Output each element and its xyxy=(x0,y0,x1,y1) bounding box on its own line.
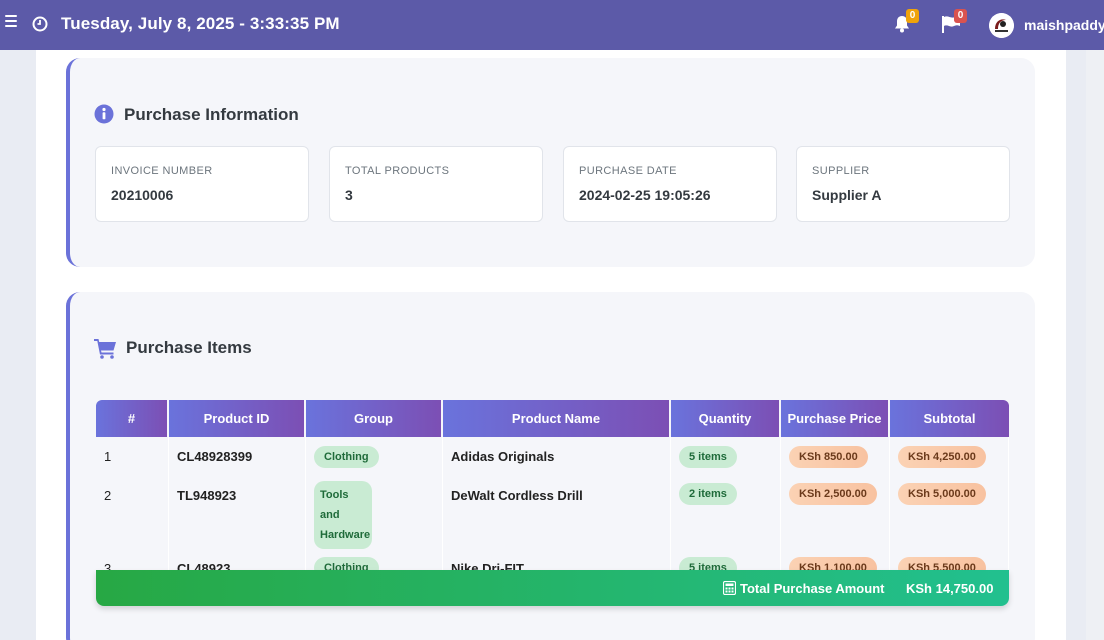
row-number: 2 xyxy=(96,476,169,549)
row-number: 1 xyxy=(96,437,169,476)
column-header-quantity[interactable]: Quantity xyxy=(671,400,781,437)
group-badge: Tools and Hardware xyxy=(314,481,372,549)
group-badge: Clothing xyxy=(314,445,379,468)
total-purchase-bar: Total Purchase Amount KSh 14,750.00 xyxy=(96,570,1009,606)
subtotal-cell: KSh 4,250.00 xyxy=(890,437,1009,476)
bell-icon[interactable] xyxy=(892,14,912,34)
price-badge: KSh 850.00 xyxy=(789,445,868,468)
column-header-group[interactable]: Group xyxy=(306,400,443,437)
purchase-date-label: PURCHASE DATE xyxy=(579,165,677,177)
column-header-product-name[interactable]: Product Name xyxy=(443,400,671,437)
top-navbar: Tuesday, July 8, 2025 - 3:33:35 PM 0 0 m… xyxy=(0,0,1104,50)
product-id: CL48928399 xyxy=(169,437,306,476)
invoice-number-value: 20210006 xyxy=(111,187,174,203)
subtotal-cell: KSh 5,000.00 xyxy=(890,476,1009,549)
table-row[interactable]: 2 TL948923 Tools and Hardware DeWalt Cor… xyxy=(96,476,1009,549)
price-cell: KSh 2,500.00 xyxy=(781,476,890,549)
right-gutter xyxy=(1086,50,1104,640)
supplier-label: SUPPLIER xyxy=(812,165,870,177)
product-name: DeWalt Cordless Drill xyxy=(443,476,671,549)
subtotal-badge: KSh 4,250.00 xyxy=(898,445,986,468)
cart-icon xyxy=(94,339,116,359)
avatar[interactable] xyxy=(989,13,1014,38)
price-badge: KSh 2,500.00 xyxy=(789,483,877,505)
table-header-row: # Product ID Group Product Name Quantity… xyxy=(96,400,1009,437)
product-name: Adidas Originals xyxy=(443,437,671,476)
total-purchase-value: KSh 14,750.00 xyxy=(906,581,994,596)
info-icon xyxy=(94,104,114,124)
purchase-items-title: Purchase Items xyxy=(126,338,252,357)
quantity-cell: 5 items xyxy=(671,437,781,476)
purchase-information-title: Purchase Information xyxy=(124,105,299,124)
column-header-number[interactable]: # xyxy=(96,400,169,437)
menu-icon[interactable] xyxy=(5,15,17,29)
group-cell: Tools and Hardware xyxy=(306,476,443,549)
price-cell: KSh 850.00 xyxy=(781,437,890,476)
column-header-purchase-price[interactable]: Purchase Price xyxy=(781,400,890,437)
supplier-value: Supplier A xyxy=(812,187,882,203)
clock-icon xyxy=(32,16,48,32)
current-datetime: Tuesday, July 8, 2025 - 3:33:35 PM xyxy=(61,14,340,33)
subtotal-badge: KSh 5,000.00 xyxy=(898,483,986,505)
column-header-subtotal[interactable]: Subtotal xyxy=(890,400,1009,437)
quantity-cell: 2 items xyxy=(671,476,781,549)
quantity-badge: 2 items xyxy=(679,483,737,505)
total-purchase-label: Total Purchase Amount xyxy=(740,581,885,596)
calculator-icon xyxy=(723,581,736,595)
total-products-label: TOTAL PRODUCTS xyxy=(345,165,450,177)
invoice-number-box: INVOICE NUMBER 20210006 xyxy=(95,146,309,222)
group-cell: Clothing xyxy=(306,437,443,476)
column-header-product-id[interactable]: Product ID xyxy=(169,400,306,437)
purchase-date-value: 2024-02-25 19:05:26 xyxy=(579,187,711,203)
notifications-badge: 0 xyxy=(906,9,919,23)
supplier-box: SUPPLIER Supplier A xyxy=(796,146,1010,222)
product-id: TL948923 xyxy=(169,476,306,549)
messages-badge: 0 xyxy=(954,9,967,23)
table-row[interactable]: 1 CL48928399 Clothing Adidas Originals 5… xyxy=(96,437,1009,476)
quantity-badge: 5 items xyxy=(679,445,737,468)
invoice-number-label: INVOICE NUMBER xyxy=(111,165,213,177)
purchase-items-table: # Product ID Group Product Name Quantity… xyxy=(96,400,1009,587)
username[interactable]: maishpaddy xyxy=(1024,17,1104,33)
total-products-box: TOTAL PRODUCTS 3 xyxy=(329,146,543,222)
purchase-date-box: PURCHASE DATE 2024-02-25 19:05:26 xyxy=(563,146,777,222)
total-products-value: 3 xyxy=(345,187,353,203)
